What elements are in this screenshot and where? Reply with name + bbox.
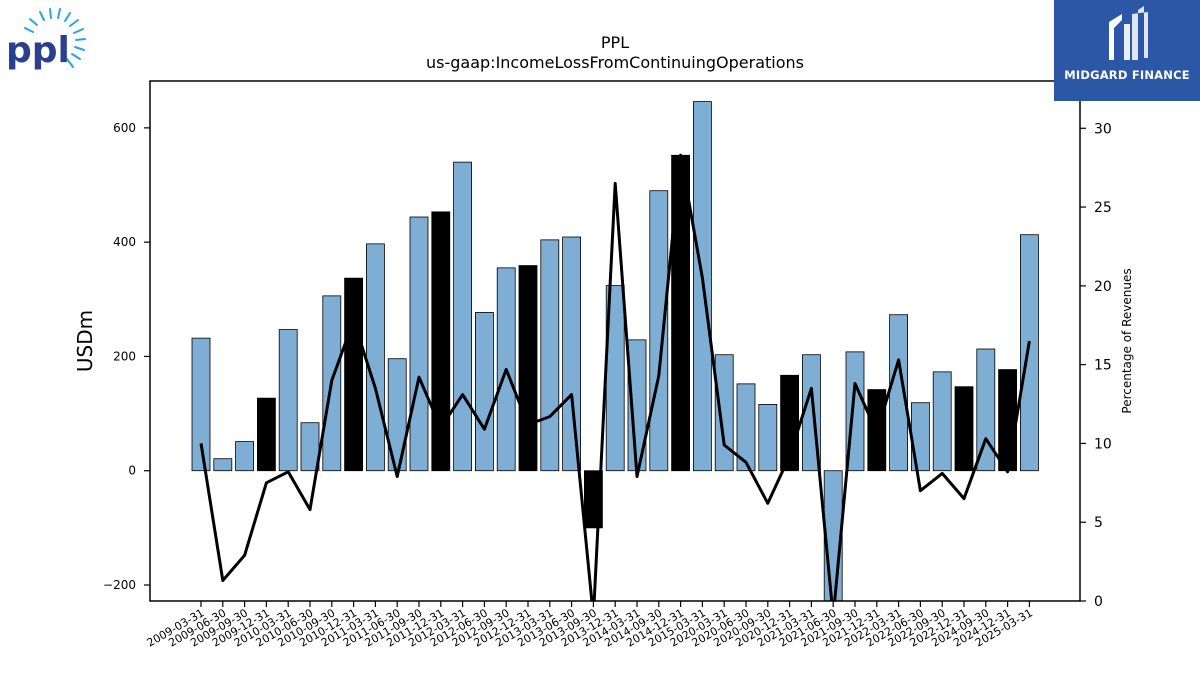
y2-tick-label: 5	[1094, 515, 1103, 531]
y2-tick-label: 30	[1094, 121, 1112, 137]
y2-axis-label: Percentage of Revenues	[1120, 268, 1134, 413]
y-tick-label: 600	[113, 121, 136, 135]
bar-2014-12-31	[671, 154, 690, 472]
bar-2011-12-31	[431, 211, 451, 472]
bar-2022-12-31	[954, 386, 974, 472]
y-tick-label: 0	[128, 464, 136, 478]
midgard-finance-badge: MIDGARD FINANCE	[1054, 0, 1200, 101]
midgard-finance-label: MIDGARD FINANCE	[1064, 68, 1190, 82]
y-tick-label: −200	[103, 578, 136, 592]
bar-series	[191, 101, 1039, 601]
y-axis-right: 0 5 10 15 20 25 30	[1080, 121, 1112, 610]
y2-tick-label: 25	[1094, 200, 1112, 216]
x-axis: 2009-03-312009-06-302009-09-302009-12-31…	[145, 601, 1035, 650]
bar-2010-06-30	[300, 422, 320, 472]
chart-subtitle: us-gaap:IncomeLossFromContinuingOperatio…	[426, 53, 804, 72]
bar-2024-09-30	[976, 348, 996, 472]
bar-2013-03-31	[540, 239, 560, 472]
chart-title: PPL	[601, 33, 629, 52]
y-axis-label: USDm	[73, 310, 97, 372]
bar-2020-06-30	[736, 383, 756, 472]
y2-tick-label: 20	[1094, 279, 1112, 295]
bar-2010-12-31	[344, 277, 364, 472]
ppl-logo-text: ppl	[6, 30, 70, 71]
bar-2025-03-31	[1020, 234, 1039, 472]
y2-tick-label: 15	[1094, 358, 1112, 374]
bar-2013-06-30	[562, 236, 581, 472]
bar-2009-12-31	[256, 397, 276, 472]
bar-2011-09-30	[409, 216, 429, 472]
line-series	[199, 153, 1031, 601]
bar-2011-03-31	[365, 243, 385, 472]
y-tick-label: 400	[113, 235, 136, 249]
bar-2012-06-30	[474, 312, 494, 472]
bar-2020-03-31	[714, 354, 734, 472]
percentage-line	[199, 153, 1031, 601]
plot-area	[149, 80, 1081, 602]
y2-tick-label: 0	[1094, 594, 1103, 610]
midgard-logo-icon	[1109, 6, 1148, 60]
bar-2009-06-30	[213, 458, 233, 472]
bar-2009-09-30	[235, 441, 255, 472]
bar-2010-03-31	[278, 329, 298, 472]
sunburst-icon	[24, 8, 86, 68]
bar-2012-03-31	[453, 161, 473, 472]
bar-2014-09-30	[649, 190, 669, 472]
y-axis-left: −200 0 200 400 600	[103, 121, 150, 592]
bar-2012-12-31	[518, 265, 538, 472]
bar-2024-12-31	[998, 369, 1017, 472]
bar-2022-09-30	[932, 371, 952, 472]
bar-2020-09-30	[758, 404, 778, 472]
bar-2009-03-31	[191, 337, 211, 472]
ppl-logo: ppl	[4, 6, 100, 78]
y2-tick-label: 10	[1094, 436, 1112, 452]
y-tick-label: 200	[113, 349, 136, 363]
